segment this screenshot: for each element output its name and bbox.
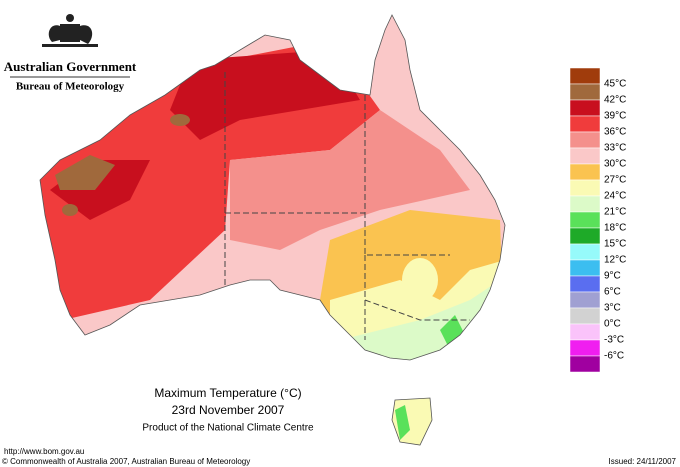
government: Australian Government — [4, 59, 137, 74]
legend-label: 0°C — [604, 319, 621, 330]
legend-label: 24°C — [604, 191, 626, 202]
legend-swatch — [569, 339, 601, 357]
url: http://www.bom.gov.au — [4, 447, 84, 456]
legend-swatch — [569, 211, 601, 229]
legend-swatch — [569, 259, 601, 277]
map-date: 23rd November 2007 — [172, 403, 285, 417]
legend-label: 21°C — [604, 207, 626, 218]
legend-label: -3°C — [604, 335, 624, 346]
tasmania-cool — [395, 405, 410, 440]
legend-swatch — [569, 147, 601, 165]
mainland — [40, 15, 505, 360]
legend-swatch — [569, 291, 601, 309]
legend-swatch — [569, 323, 601, 341]
legend-label: 45°C — [604, 79, 626, 90]
state-borders — [224, 72, 470, 340]
legend-swatch — [569, 307, 601, 325]
legend-label: 9°C — [604, 271, 621, 282]
copyright: © Commonwealth of Australia 2007, Austra… — [2, 457, 250, 466]
legend-label: 30°C — [604, 159, 626, 170]
crest — [42, 14, 98, 47]
legend: 45°C 42°C 39°C 36°C 33°C 30°C 27°C 24°C 21°C 18°C… — [569, 67, 626, 373]
legend-label: -6°C — [604, 351, 624, 362]
legend-label: 33°C — [604, 143, 626, 154]
legend-label: 6°C — [604, 287, 621, 298]
issued: Issued: 24/11/2007 — [609, 457, 677, 466]
legend-label: 15°C — [604, 239, 626, 250]
legend-label: 36°C — [604, 127, 626, 138]
legend-swatch — [569, 163, 601, 181]
map-product: Product of the National Climate Centre — [142, 423, 314, 434]
legend-label: 42°C — [604, 95, 626, 106]
legend-swatch — [569, 131, 601, 149]
legend-swatch — [569, 179, 601, 197]
legend-label: 39°C — [604, 111, 626, 122]
map-title: Maximum Temperature (°C) — [154, 386, 301, 400]
legend-label: 12°C — [604, 255, 626, 266]
legend-swatch — [569, 355, 601, 373]
legend-swatch — [569, 275, 601, 293]
legend-label: 27°C — [604, 175, 626, 186]
legend-swatch — [569, 83, 601, 101]
coastline — [39, 14, 506, 361]
legend-swatch — [569, 99, 601, 117]
legend-label: 18°C — [604, 223, 626, 234]
agency: Bureau of Meteorology — [16, 81, 125, 93]
legend-swatch — [569, 195, 601, 213]
legend-swatch — [569, 227, 601, 245]
legend-swatch — [569, 115, 601, 133]
legend-label: 3°C — [604, 303, 621, 314]
legend-swatch — [569, 67, 601, 85]
legend-swatch — [569, 243, 601, 261]
